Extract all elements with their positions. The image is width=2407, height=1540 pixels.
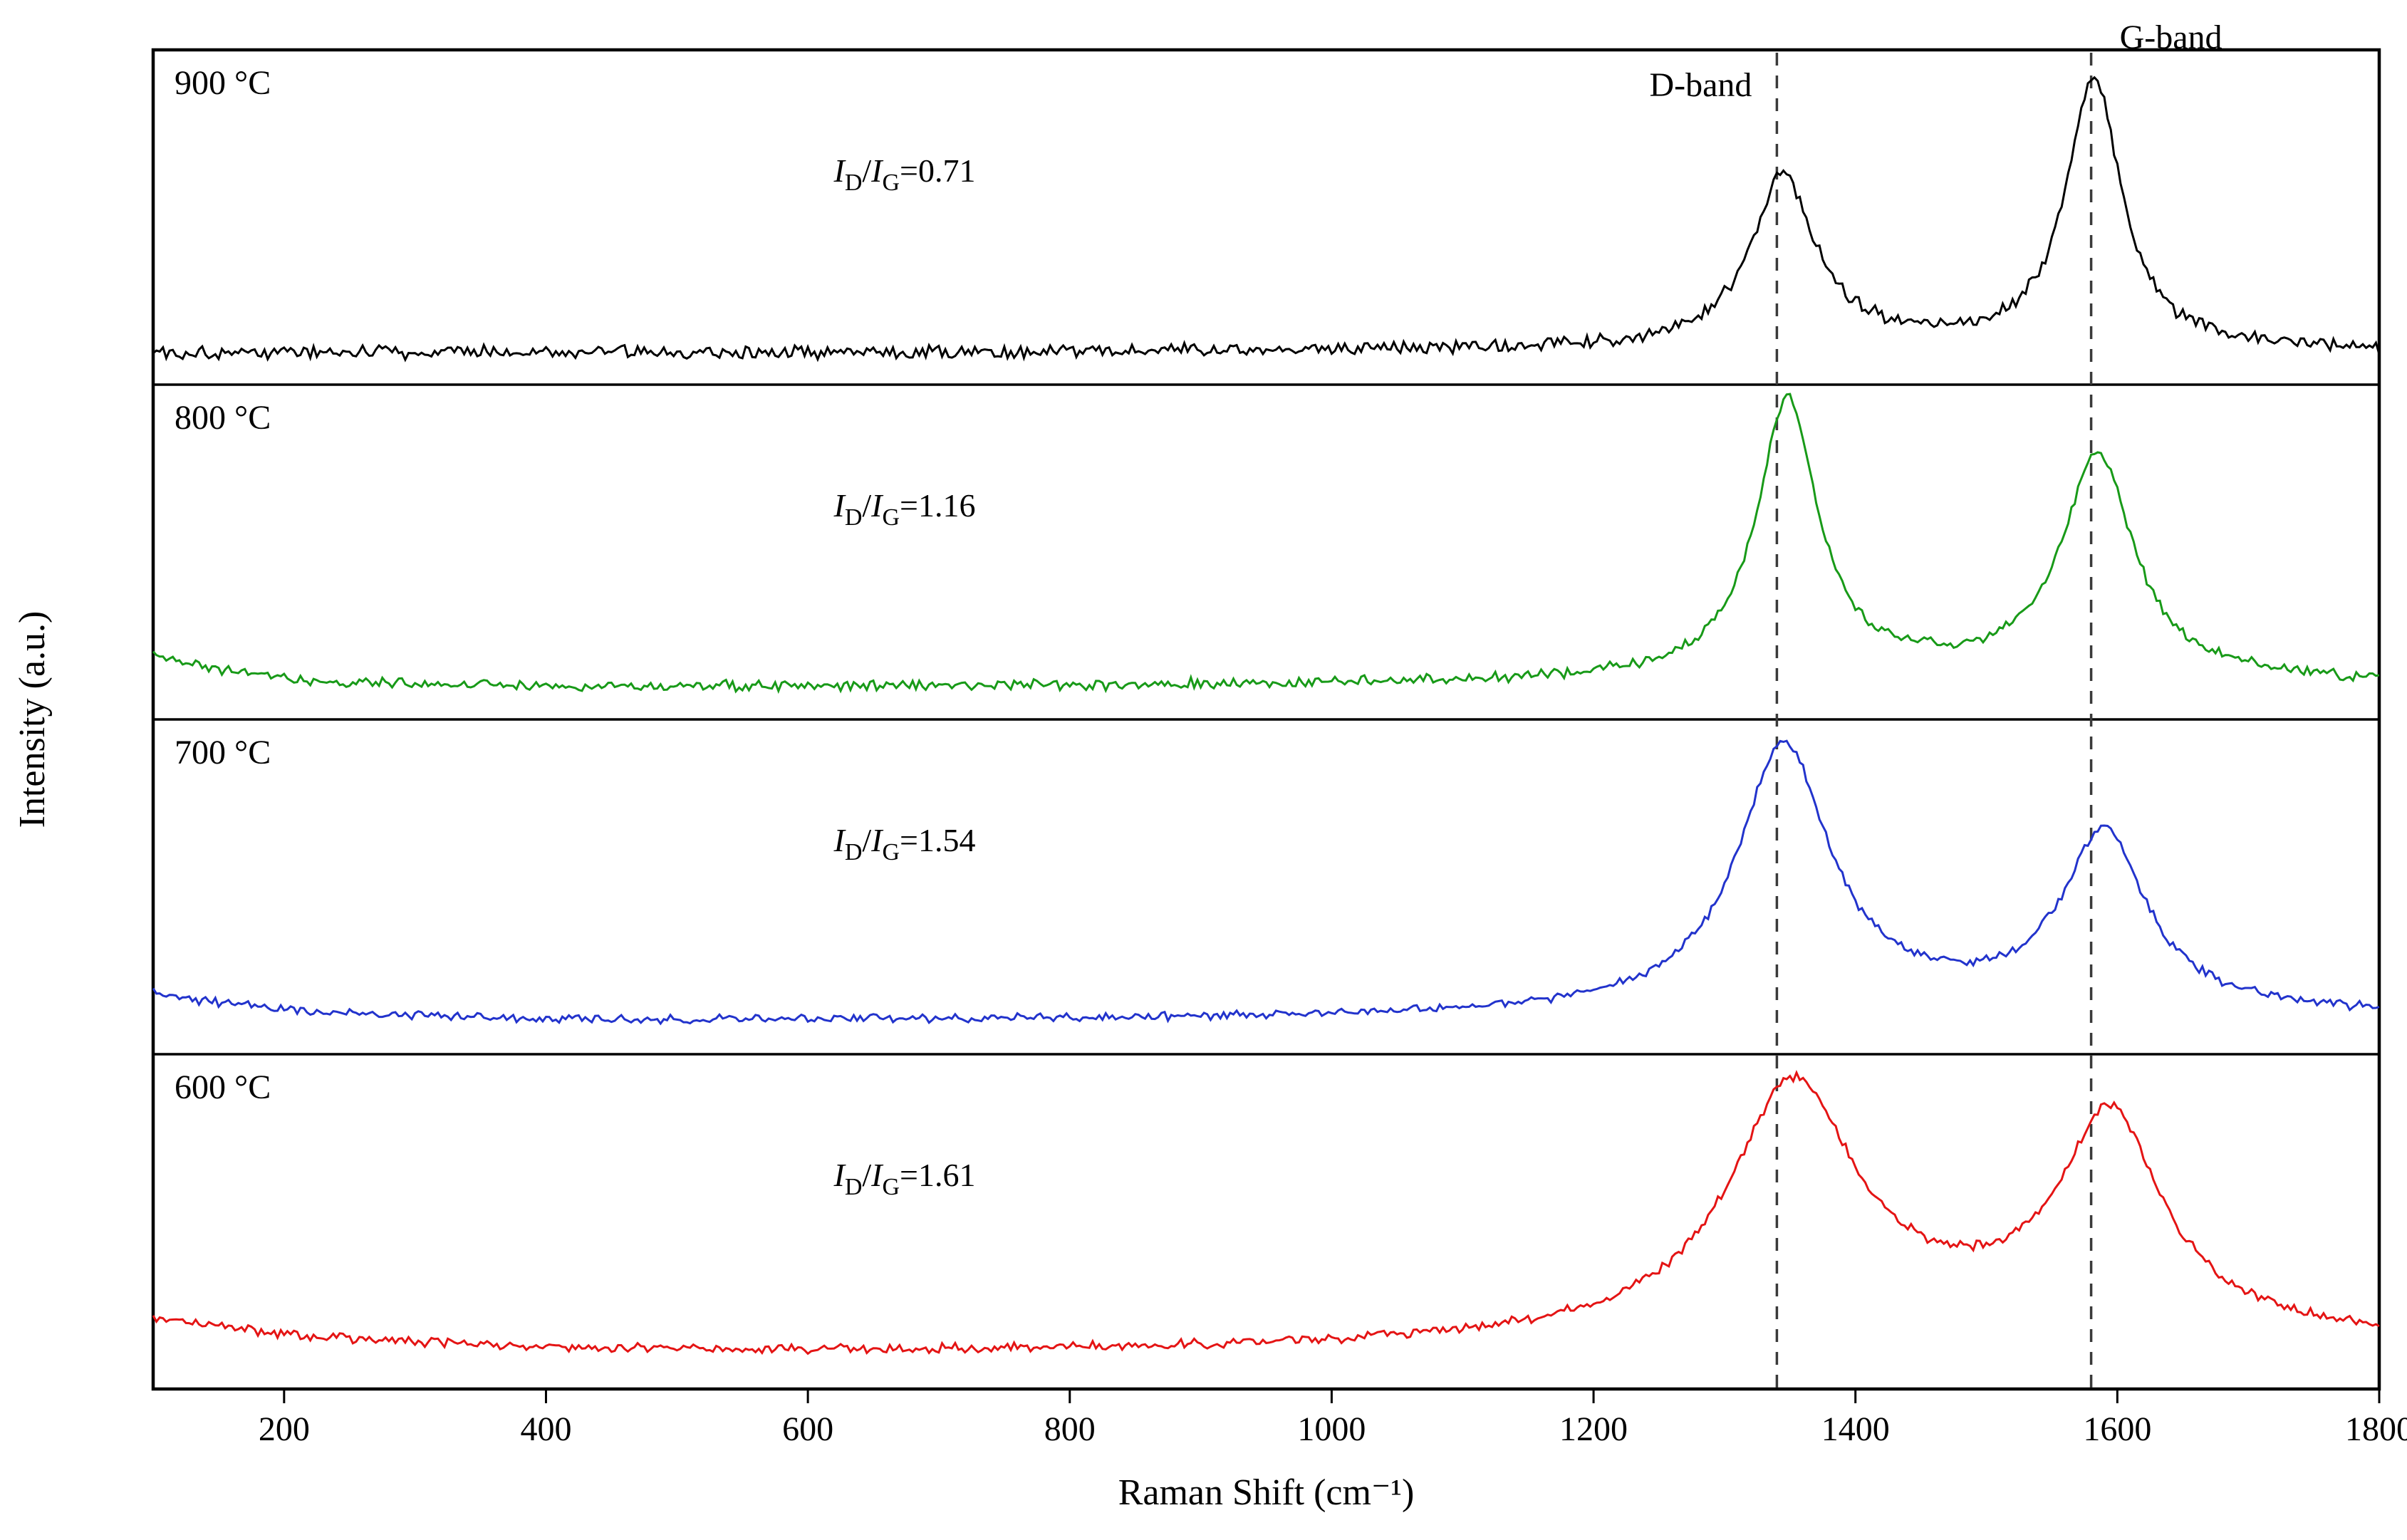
- x-tick-label: 1000: [1297, 1410, 1366, 1448]
- ratio-annotation-900c: ID/IG=0.71: [833, 152, 975, 196]
- g-band-label: G-band: [2120, 19, 2223, 56]
- x-tick-label: 1600: [2083, 1410, 2151, 1448]
- panel-separators: [153, 383, 2379, 1056]
- x-tick-label: 600: [782, 1410, 833, 1448]
- x-tick-label: 200: [259, 1410, 310, 1448]
- ratio-annotation-800c: ID/IG=1.16: [833, 487, 975, 531]
- ratio-annotation-700c: ID/IG=1.54: [833, 822, 975, 865]
- panel-label-800c: 800 °C: [175, 399, 271, 437]
- x-tick-label: 1200: [1559, 1410, 1628, 1448]
- ratio-annotation-600c: ID/IG=1.61: [833, 1157, 975, 1200]
- x-tick-marks: [283, 1389, 2381, 1403]
- d-band-label: D-band: [1649, 66, 1752, 104]
- panel-label-900c: 900 °C: [175, 64, 271, 102]
- spectrum-900c: [152, 76, 2381, 363]
- x-tick-label: 400: [520, 1410, 571, 1448]
- x-tick-label: 800: [1044, 1410, 1096, 1448]
- spectrum-800c: [152, 392, 2380, 694]
- spectrum-700c: [152, 739, 2380, 1026]
- y-axis-title: Intensity (a.u.): [12, 611, 53, 828]
- panel-label-700c: 700 °C: [175, 734, 271, 771]
- x-axis-title: Raman Shift (cm⁻¹): [1118, 1472, 1415, 1513]
- spectrum-600c: [152, 1069, 2380, 1356]
- x-tick-label: 1800: [2345, 1410, 2407, 1448]
- x-tick-label: 1400: [1821, 1410, 1890, 1448]
- panel-label-600c: 600 °C: [175, 1068, 271, 1106]
